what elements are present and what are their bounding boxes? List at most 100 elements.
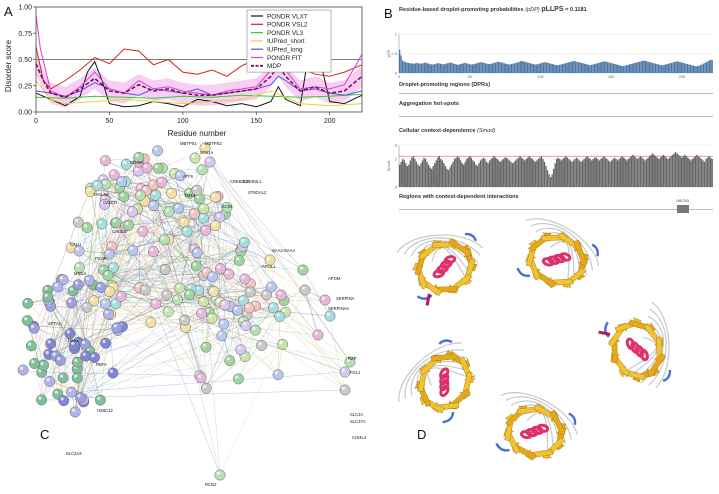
bar [492,158,493,187]
bar [680,62,681,73]
bar [542,159,543,187]
bar [606,159,607,187]
bar [482,62,483,73]
network-node-highlight [203,344,206,347]
network-node [207,313,217,323]
network-node [179,217,189,227]
bar [659,65,660,73]
network-node-highlight [75,281,78,284]
network-edge [284,300,325,301]
network-node-label: H2AX [68,338,79,343]
network-edge [206,330,255,347]
network-node-highlight [159,179,162,182]
bar [622,156,623,187]
bar [593,159,594,187]
bar [451,63,452,73]
bar [644,160,645,187]
bar [464,63,465,73]
network-node [175,283,185,293]
network-node-label: SCIN [222,204,232,209]
network-node [151,190,161,200]
network-node-highlight [212,194,215,197]
network-node [300,285,310,295]
bar [501,62,502,73]
bar [662,65,663,73]
network-node [72,373,82,383]
network-node-highlight [252,327,255,330]
bar [566,63,567,73]
network-node-highlight [194,249,197,252]
interaction-network: MBTPS2MBTPS1STX1AODAMATF6CREB3L3CREB3L1S… [0,140,375,489]
network-node-label: SPTA1 [48,321,62,326]
bar [552,64,553,73]
bar [601,62,602,73]
bar [690,160,691,187]
bar [638,158,639,187]
network-node-label: SLC2A [350,412,363,417]
bar [411,158,412,187]
bar [417,165,418,187]
bar [410,160,411,187]
network-node-highlight [125,222,128,225]
network-node-highlight [300,267,303,270]
bar [605,62,606,73]
network-node-highlight [103,181,106,184]
network-node-highlight [209,315,212,318]
bar [540,63,541,73]
bar [710,60,711,73]
network-node-label: CREB3L1 [243,179,262,184]
x-tick-label: 200 [679,74,686,79]
bar [678,62,679,73]
network-node-label: RBFA [96,362,107,367]
network-node-label: CHI3L1 [112,229,127,234]
bar [472,64,473,73]
network-node-highlight [143,187,146,190]
network-node-highlight [28,343,31,346]
network-node [313,330,323,340]
bar [427,63,428,73]
bar [504,158,505,187]
network-node [73,280,83,290]
alpha-helix [640,349,649,360]
network-node [84,275,94,285]
network-node-highlight [165,308,168,311]
network-node-highlight [168,190,171,193]
network-node [162,290,172,300]
bar [537,64,538,73]
network-node-highlight [97,397,100,400]
network-node [119,192,129,202]
bar [704,63,705,73]
bar [421,64,422,73]
bar [686,156,687,187]
bar [623,158,624,187]
network-node-highlight [103,340,106,343]
bar [600,159,601,187]
bar [571,62,572,73]
bar [483,158,484,187]
bar [591,160,592,187]
bar [426,162,427,187]
bar [509,64,510,73]
bar [675,62,676,73]
network-node-highlight [191,246,194,249]
network-node-highlight [267,257,270,260]
bar [429,167,430,187]
network-node-highlight [181,317,184,320]
network-node [29,358,39,368]
bar [535,162,536,187]
bar [666,158,667,187]
bar [576,62,577,73]
bar [466,63,467,73]
network-node-highlight [201,205,204,208]
bar [573,61,574,73]
network-node-highlight [212,222,215,225]
bar [631,156,632,187]
network-node-highlight [222,302,225,305]
bar [589,65,590,73]
bar [475,64,476,73]
bar [692,159,693,187]
network-node [163,307,173,317]
network-node-highlight [38,397,41,400]
bar [608,160,609,187]
